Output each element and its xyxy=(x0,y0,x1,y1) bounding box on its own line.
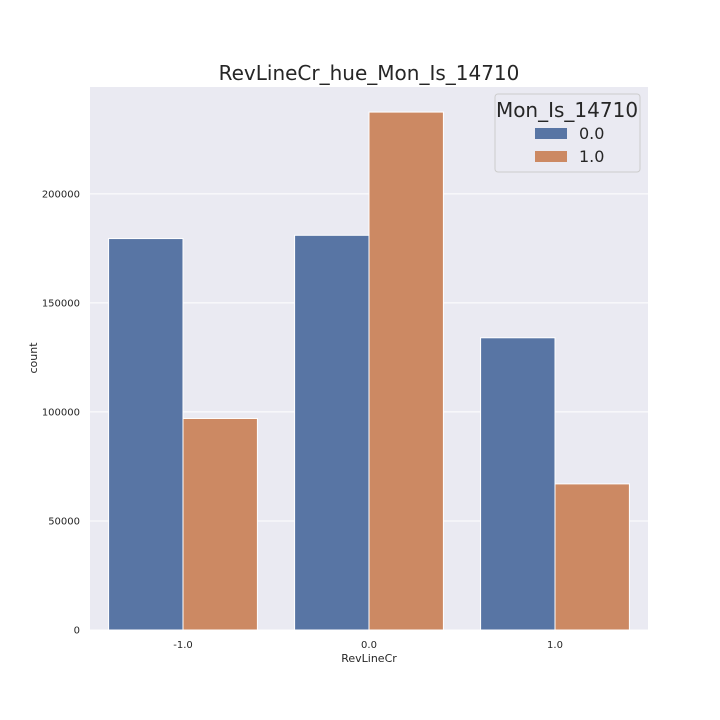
y-axis-label: count xyxy=(27,342,40,374)
y-tick-label: 0 xyxy=(74,626,80,637)
legend-swatch xyxy=(535,151,567,162)
legend-title: Mon_Is_14710 xyxy=(496,98,638,122)
y-tick-label: 50000 xyxy=(48,516,80,527)
y-tick-label: 150000 xyxy=(42,298,80,309)
x-tick-label: 1.0 xyxy=(547,640,563,651)
bar xyxy=(294,234,370,631)
bar xyxy=(480,337,556,631)
bars xyxy=(108,111,630,631)
x-axis-label: RevLineCr xyxy=(341,652,397,665)
y-tick-label: 200000 xyxy=(42,189,80,200)
y-tick-label: 100000 xyxy=(42,407,80,418)
legend: Mon_Is_14710 0.01.0 xyxy=(494,93,641,173)
bar xyxy=(368,111,444,631)
legend-box xyxy=(494,93,641,173)
legend-swatch xyxy=(535,128,567,139)
chart-title: RevLineCr_hue_Mon_Is_14710 xyxy=(219,61,520,85)
x-tick-label: 0.0 xyxy=(361,640,377,651)
bar xyxy=(108,238,184,631)
legend-items: 0.01.0 xyxy=(535,124,604,166)
x-tick-label: -1.0 xyxy=(173,640,193,651)
legend-label: 1.0 xyxy=(579,147,604,166)
bar xyxy=(182,417,258,631)
x-axis-ticks: -1.0 0.0 1.0 xyxy=(173,640,563,651)
y-axis-ticks: 0 50000 100000 150000 200000 xyxy=(42,189,80,636)
legend-label: 0.0 xyxy=(579,124,604,143)
bar xyxy=(554,483,630,631)
